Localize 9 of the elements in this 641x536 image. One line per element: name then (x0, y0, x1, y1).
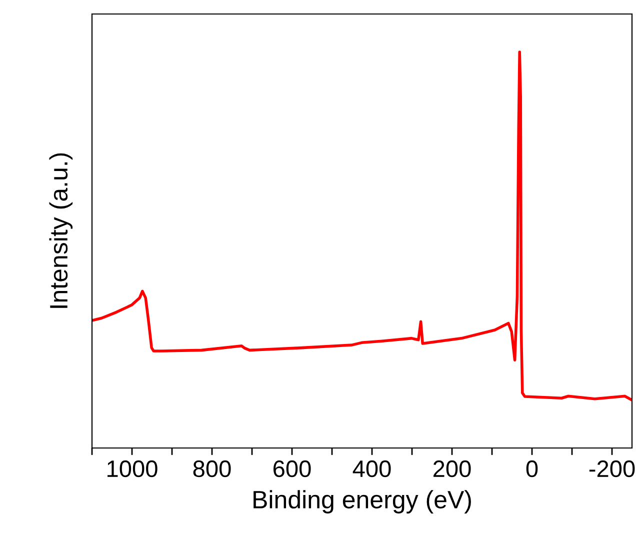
x-tick-label: 200 (433, 460, 471, 478)
x-axis-title: Binding energy (eV) (254, 490, 471, 514)
x-tick-label: 0 (526, 460, 538, 478)
x-tick-label: 600 (274, 460, 311, 478)
x-tick-label: 400 (352, 460, 391, 478)
y-axis-title: Intensity (a.u.) (49, 153, 73, 308)
x-tick-label: -200 (589, 460, 635, 478)
x-tick-label: 800 (193, 460, 231, 478)
x-tick-label: 1000 (108, 460, 158, 478)
